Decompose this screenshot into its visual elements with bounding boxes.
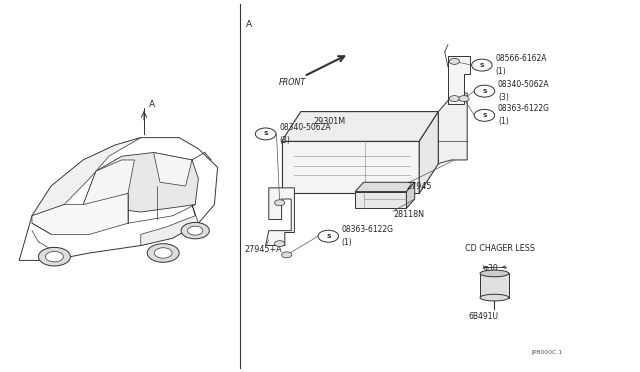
Circle shape xyxy=(474,85,495,97)
Circle shape xyxy=(474,109,495,121)
Ellipse shape xyxy=(480,270,509,277)
Text: A: A xyxy=(246,20,253,29)
Polygon shape xyxy=(266,188,294,246)
Text: 08363-6122G: 08363-6122G xyxy=(498,105,550,113)
Text: JP8000C.1: JP8000C.1 xyxy=(531,350,563,355)
Text: φ30: φ30 xyxy=(483,264,498,273)
Polygon shape xyxy=(355,182,415,192)
Polygon shape xyxy=(282,141,419,193)
Circle shape xyxy=(282,252,292,258)
Text: 08363-6122G: 08363-6122G xyxy=(342,225,394,234)
Circle shape xyxy=(45,251,63,262)
Polygon shape xyxy=(282,112,438,141)
Text: 27945+A: 27945+A xyxy=(244,245,282,254)
Circle shape xyxy=(318,230,339,242)
Circle shape xyxy=(188,226,203,235)
Polygon shape xyxy=(32,193,128,234)
Circle shape xyxy=(459,96,469,102)
Text: 27945: 27945 xyxy=(406,182,432,191)
Text: CD CHAGER LESS: CD CHAGER LESS xyxy=(465,244,535,253)
Text: (1): (1) xyxy=(495,67,506,76)
Text: (3): (3) xyxy=(279,136,290,145)
Bar xyxy=(480,273,509,298)
Polygon shape xyxy=(355,192,406,208)
Text: 29301M: 29301M xyxy=(314,117,346,126)
Text: 6B491U: 6B491U xyxy=(468,312,498,321)
Polygon shape xyxy=(32,138,141,216)
Circle shape xyxy=(147,244,179,262)
Polygon shape xyxy=(83,160,134,205)
Text: 08340-5062A: 08340-5062A xyxy=(279,123,331,132)
Circle shape xyxy=(154,248,172,258)
Polygon shape xyxy=(19,138,218,260)
Circle shape xyxy=(181,222,209,239)
Text: S: S xyxy=(482,113,487,118)
Polygon shape xyxy=(419,112,438,193)
Circle shape xyxy=(472,59,492,71)
Circle shape xyxy=(275,200,285,206)
Polygon shape xyxy=(406,182,415,208)
Text: (3): (3) xyxy=(498,93,509,102)
Polygon shape xyxy=(83,153,198,212)
Polygon shape xyxy=(141,205,198,246)
Ellipse shape xyxy=(480,294,509,301)
Text: (1): (1) xyxy=(342,238,353,247)
Circle shape xyxy=(38,247,70,266)
Polygon shape xyxy=(438,93,467,164)
Text: A: A xyxy=(148,100,155,109)
Circle shape xyxy=(449,58,460,64)
Text: S: S xyxy=(263,131,268,137)
Text: S: S xyxy=(479,62,484,68)
Text: 08566-6162A: 08566-6162A xyxy=(495,54,547,63)
Circle shape xyxy=(275,241,285,247)
Text: 28118N: 28118N xyxy=(394,210,424,219)
Circle shape xyxy=(449,96,460,102)
Circle shape xyxy=(255,128,276,140)
Polygon shape xyxy=(154,153,192,186)
Text: FRONT: FRONT xyxy=(278,78,306,87)
Text: (1): (1) xyxy=(498,117,509,126)
Text: S: S xyxy=(482,89,487,94)
Text: 08340-5062A: 08340-5062A xyxy=(498,80,550,89)
Polygon shape xyxy=(448,56,470,104)
Text: S: S xyxy=(326,234,331,239)
